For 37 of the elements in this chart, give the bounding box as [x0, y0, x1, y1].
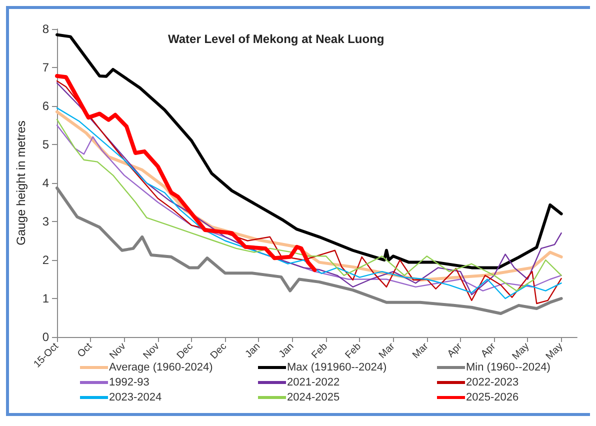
line-series	[56, 33, 563, 270]
x-tick-label: May	[510, 341, 532, 362]
x-tick-label: Dec	[175, 341, 196, 362]
legend-label: 2024-2025	[287, 392, 340, 404]
y-tick-label: 8	[42, 22, 50, 36]
x-tick-label: Nov	[108, 341, 128, 362]
x-tick-label: May	[544, 341, 566, 362]
y-axis-title: Gauge height in metres	[14, 120, 28, 246]
x-tick-label: Feb	[344, 340, 364, 362]
x-tick-label: Oct	[76, 340, 95, 360]
y-tick-label: 3	[42, 214, 50, 228]
chart-title: Water Level of Mekong at Neak Luong	[168, 32, 384, 46]
legend-label: 1992-93	[109, 376, 150, 388]
y-tick-label: 2	[42, 253, 50, 267]
x-tick-label: Mar	[410, 340, 432, 362]
x-tick-label: Dec	[208, 341, 229, 362]
legend-label: Max (191960--2024)	[287, 362, 387, 374]
x-tick-label: Apr	[479, 340, 498, 360]
legend-label: 2021-2022	[287, 376, 340, 388]
x-tick-label: Jan	[243, 341, 263, 360]
x-tick-label: Nov	[141, 341, 162, 362]
x-tick-label: Mar	[377, 340, 398, 362]
y-tick-label: 6	[42, 99, 50, 113]
y-tick-label: 0	[42, 330, 50, 344]
x-tick-label: Apr	[446, 340, 465, 360]
legend-label: 2023-2024	[109, 392, 162, 404]
legend-label: Average (1960-2024)	[109, 362, 213, 374]
line-series	[55, 74, 317, 272]
y-tick-label: 4	[42, 176, 50, 190]
legend-label: 2025-2026	[466, 392, 519, 404]
y-tick-label: 7	[42, 60, 50, 74]
y-tick-label: 1	[42, 292, 50, 306]
legend-label: Min (1960--2024)	[466, 362, 550, 374]
legend-label: 2022-2023	[466, 376, 519, 388]
x-tick-label: Feb	[310, 340, 330, 362]
y-tick-label: 5	[42, 138, 50, 152]
x-tick-label: Jan	[277, 341, 296, 360]
